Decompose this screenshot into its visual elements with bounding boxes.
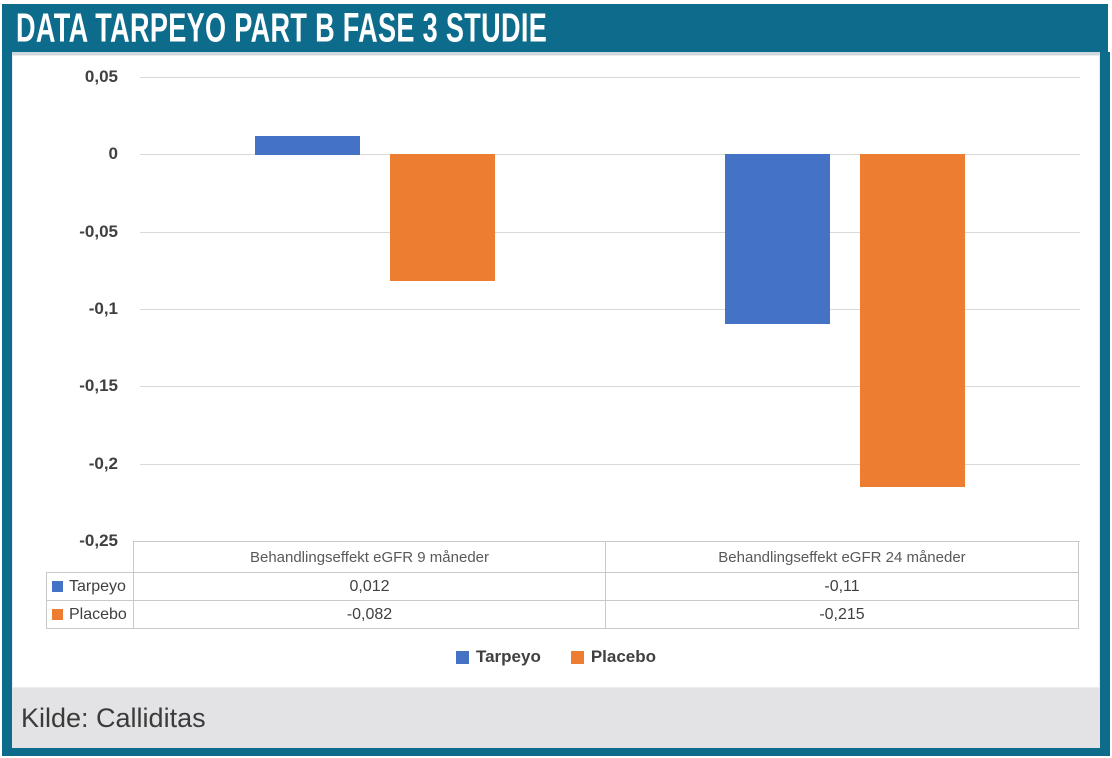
frame-right-border	[1100, 52, 1110, 756]
legend-label: Placebo	[590, 647, 657, 666]
table-series-label: Tarpeyo	[46, 572, 134, 601]
frame-bottom-border	[2, 748, 1110, 756]
table-row: Placebo -0,082 -0,215	[46, 600, 1079, 629]
page-title: DATA TARPEYO PART B FASE 3 STUDIE	[16, 4, 548, 51]
placebo-legend-swatch-icon	[570, 650, 584, 664]
table-value-cell: -0,082	[133, 600, 606, 629]
footer: Kilde: Calliditas	[12, 688, 1100, 748]
legend-label: Tarpeyo	[475, 647, 541, 666]
frame-left-border	[2, 52, 12, 756]
table-value-cell: 0,012	[133, 572, 606, 601]
header-shadow	[2, 52, 1108, 55]
table-category-header: Behandlingseffekt eGFR 24 måneder	[605, 541, 1079, 573]
table-row: Tarpeyo 0,012 -0,11	[46, 572, 1079, 601]
legend-item-placebo: Placebo	[570, 647, 657, 667]
table-series-label: Placebo	[46, 600, 134, 629]
chart-legend: Tarpeyo Placebo	[12, 645, 1100, 669]
header-bar: DATA TARPEYO PART B FASE 3 STUDIE	[2, 4, 1108, 52]
table-corner-cell	[47, 542, 134, 573]
table-category-header: Behandlingseffekt eGFR 9 måneder	[133, 541, 606, 573]
placebo-swatch-icon	[52, 608, 63, 620]
source-text: Kilde: Calliditas	[21, 702, 206, 733]
chart-data-table: Behandlingseffekt eGFR 9 måneder Behandli…	[46, 541, 1079, 629]
table-value-cell: -0,215	[605, 600, 1079, 629]
legend-item-tarpeyo: Tarpeyo	[455, 647, 541, 667]
tarpeyo-swatch-icon	[52, 580, 63, 592]
tarpeyo-legend-swatch-icon	[455, 650, 469, 664]
table-value-cell: -0,11	[605, 572, 1079, 601]
